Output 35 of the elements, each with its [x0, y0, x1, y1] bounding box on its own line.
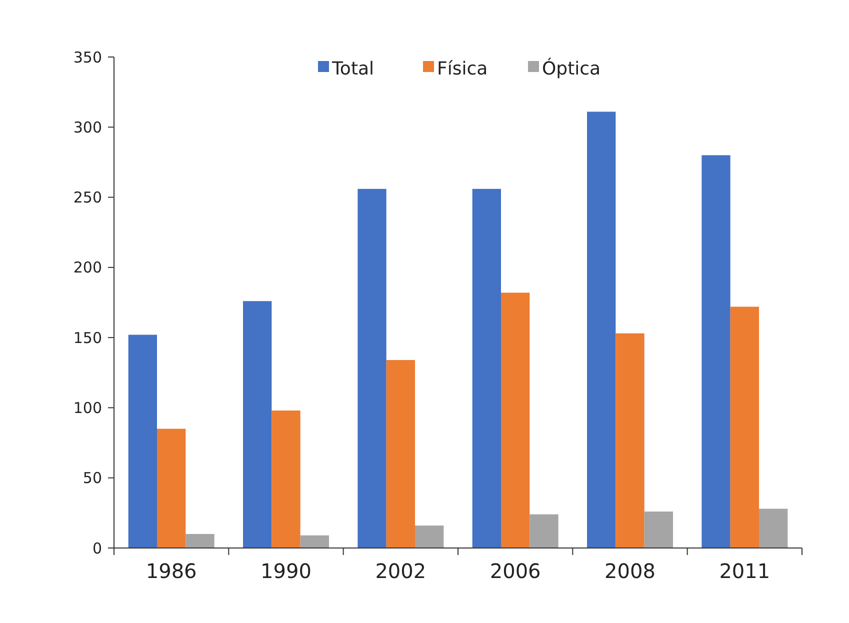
- bar: [415, 526, 444, 548]
- bar: [128, 334, 157, 548]
- bar: [587, 112, 616, 548]
- legend-label: Óptica: [542, 57, 601, 80]
- x-tick-label: 1986: [146, 559, 197, 583]
- y-tick-label: 0: [92, 539, 102, 558]
- bar: [272, 410, 300, 548]
- x-tick-label: 2008: [604, 559, 656, 583]
- bar: [530, 514, 558, 548]
- bar: [501, 292, 530, 548]
- y-tick-label: 300: [73, 118, 102, 136]
- bar: [186, 534, 214, 548]
- bar: [243, 301, 272, 548]
- y-tick-label: 150: [73, 328, 102, 347]
- bar: [616, 333, 644, 548]
- bar: [730, 306, 759, 548]
- y-tick-label: 250: [73, 188, 102, 207]
- legend-label: Total: [331, 58, 374, 80]
- x-tick-label: 2011: [719, 559, 770, 583]
- bar: [157, 428, 186, 548]
- y-tick-label: 200: [73, 258, 102, 277]
- bar: [759, 508, 788, 548]
- y-tick-label: 100: [73, 398, 102, 417]
- bar: [358, 188, 386, 548]
- y-tick-label: 350: [73, 48, 102, 66]
- y-tick-label: 50: [82, 469, 102, 488]
- bar: [300, 535, 329, 548]
- x-tick-label: 2006: [490, 559, 541, 583]
- x-tick-label: 1990: [260, 559, 312, 583]
- bar: [386, 360, 415, 548]
- x-tick-label: 2002: [375, 559, 426, 583]
- bar: [644, 512, 673, 548]
- legend-label: Física: [437, 58, 488, 80]
- bar: [472, 188, 501, 548]
- bar: [702, 155, 730, 548]
